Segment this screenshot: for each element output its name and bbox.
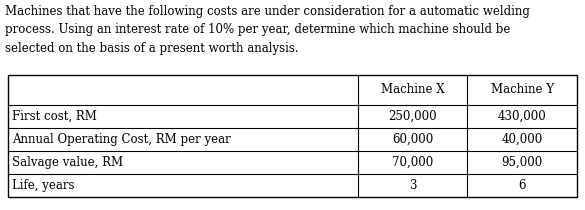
- Bar: [8, 75, 577, 197]
- Text: 40,000: 40,000: [501, 133, 543, 146]
- Text: 430,000: 430,000: [498, 110, 546, 123]
- Text: Machines that have the following costs are under consideration for a automatic w: Machines that have the following costs a…: [5, 5, 530, 55]
- Text: Life, years: Life, years: [12, 179, 74, 192]
- Text: 250,000: 250,000: [388, 110, 437, 123]
- Text: Annual Operating Cost, RM per year: Annual Operating Cost, RM per year: [12, 133, 230, 146]
- Text: 6: 6: [518, 179, 526, 192]
- Text: Salvage value, RM: Salvage value, RM: [12, 156, 123, 169]
- Text: 95,000: 95,000: [501, 156, 543, 169]
- Text: 3: 3: [409, 179, 417, 192]
- Text: 70,000: 70,000: [392, 156, 433, 169]
- Text: 60,000: 60,000: [392, 133, 433, 146]
- Text: Machine Y: Machine Y: [491, 83, 554, 96]
- Text: Machine X: Machine X: [381, 83, 445, 96]
- Text: First cost, RM: First cost, RM: [12, 110, 97, 123]
